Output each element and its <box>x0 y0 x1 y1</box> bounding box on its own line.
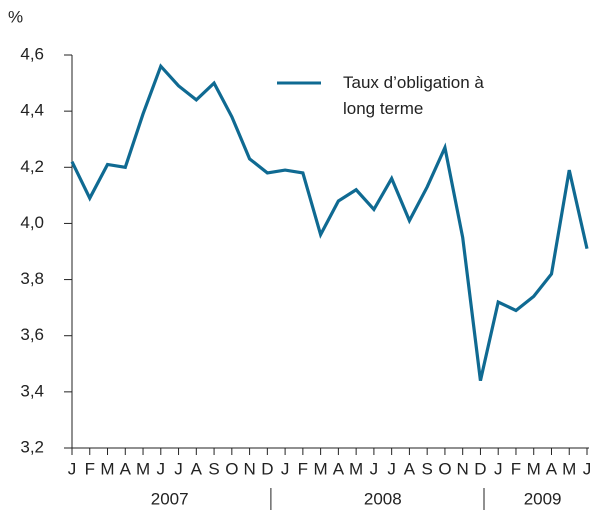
year-label: 2007 <box>151 489 189 508</box>
x-tick-label: D <box>261 459 273 478</box>
x-tick-label: F <box>511 459 521 478</box>
y-tick-label: 4,4 <box>20 101 44 120</box>
x-tick-label: A <box>120 459 132 478</box>
x-tick-label: J <box>583 459 592 478</box>
x-tick-label: S <box>208 459 219 478</box>
x-tick-label: M <box>349 459 363 478</box>
x-tick-label: M <box>314 459 328 478</box>
x-tick-label: M <box>527 459 541 478</box>
x-tick-label: A <box>333 459 345 478</box>
y-tick-label: 3,2 <box>20 437 44 456</box>
x-tick-label: M <box>136 459 150 478</box>
x-tick-label: J <box>494 459 503 478</box>
x-tick-label: S <box>422 459 433 478</box>
x-tick-label: O <box>225 459 238 478</box>
x-tick-label: J <box>157 459 166 478</box>
year-label: 2008 <box>364 489 402 508</box>
x-tick-label: M <box>100 459 114 478</box>
year-label: 2009 <box>524 489 562 508</box>
y-tick-label: 3,8 <box>20 269 44 288</box>
x-tick-label: J <box>387 459 396 478</box>
x-tick-label: A <box>404 459 416 478</box>
y-tick-label: 4,2 <box>20 157 44 176</box>
x-tick-label: J <box>68 459 77 478</box>
x-tick-label: J <box>174 459 183 478</box>
x-tick-label: N <box>457 459 469 478</box>
x-tick-label: F <box>85 459 95 478</box>
data-line <box>70 63 589 381</box>
x-tick-label: J <box>281 459 290 478</box>
y-tick-label: 4,6 <box>20 44 44 63</box>
legend-label: Taux d’obligation à long terme <box>343 73 484 118</box>
x-tick-label: O <box>438 459 451 478</box>
x-tick-label: A <box>546 459 558 478</box>
x-tick-label: A <box>191 459 203 478</box>
x-tick-label: F <box>298 459 308 478</box>
x-tick-label: D <box>474 459 486 478</box>
x-tick-label: M <box>562 459 576 478</box>
y-tick-label: 4,0 <box>20 213 44 232</box>
y-tick-label: 3,4 <box>20 381 44 400</box>
y-unit-label: % <box>8 7 23 26</box>
x-tick-label: N <box>243 459 255 478</box>
x-tick-label: J <box>370 459 379 478</box>
y-tick-label: 3,6 <box>20 325 44 344</box>
